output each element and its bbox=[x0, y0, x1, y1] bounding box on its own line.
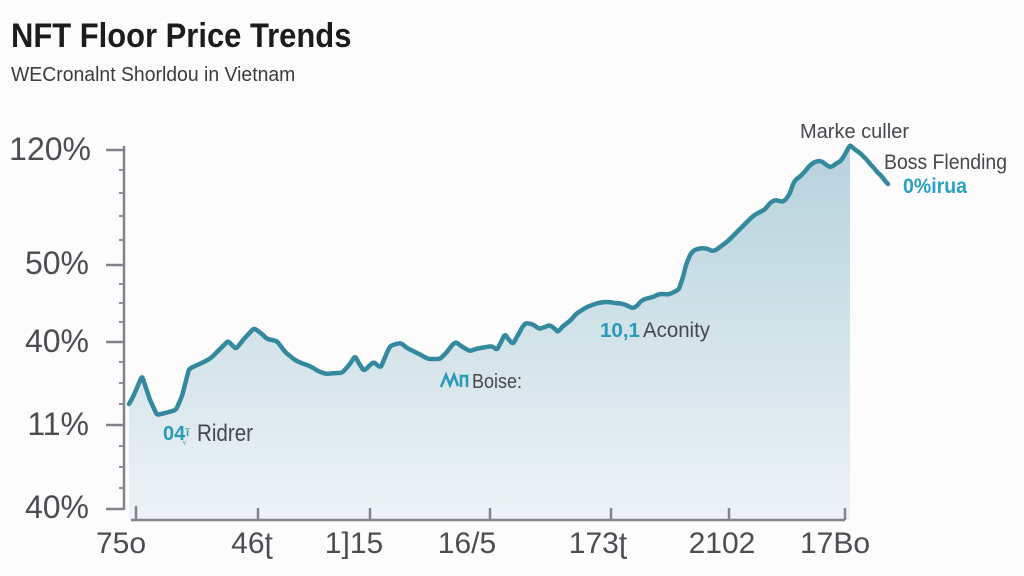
svg-text:120%: 120% bbox=[9, 131, 91, 167]
svg-text:Boise:: Boise: bbox=[472, 371, 522, 393]
svg-text:ᵥ: ᵥ bbox=[182, 436, 186, 446]
svg-text:40%: 40% bbox=[25, 489, 89, 525]
svg-text:40%: 40% bbox=[25, 323, 89, 359]
svg-text:50%: 50% bbox=[25, 245, 89, 281]
svg-text:46ʈ: 46ʈ bbox=[231, 527, 273, 560]
svg-text:17Bo: 17Bo bbox=[800, 527, 870, 560]
svg-text:10,1: 10,1 bbox=[600, 320, 640, 342]
svg-text:04: 04 bbox=[163, 423, 186, 445]
svg-text:0%irua: 0%irua bbox=[903, 175, 967, 198]
svg-text:2102: 2102 bbox=[689, 527, 756, 560]
svg-text:Aconity: Aconity bbox=[643, 319, 710, 342]
svg-text:Ridrer: Ridrer bbox=[197, 420, 253, 447]
svg-text:ĩ: ĩ bbox=[185, 427, 190, 439]
svg-text:1]15: 1]15 bbox=[325, 527, 383, 560]
svg-text:16/5: 16/5 bbox=[438, 527, 496, 560]
svg-text:Marke culler: Marke culler bbox=[800, 121, 909, 143]
svg-text:173ʈ: 173ʈ bbox=[569, 527, 628, 560]
svg-text:11%: 11% bbox=[27, 406, 89, 442]
svg-text:Boss Flending: Boss Flending bbox=[884, 151, 1007, 174]
svg-text:75o: 75o bbox=[96, 527, 146, 560]
